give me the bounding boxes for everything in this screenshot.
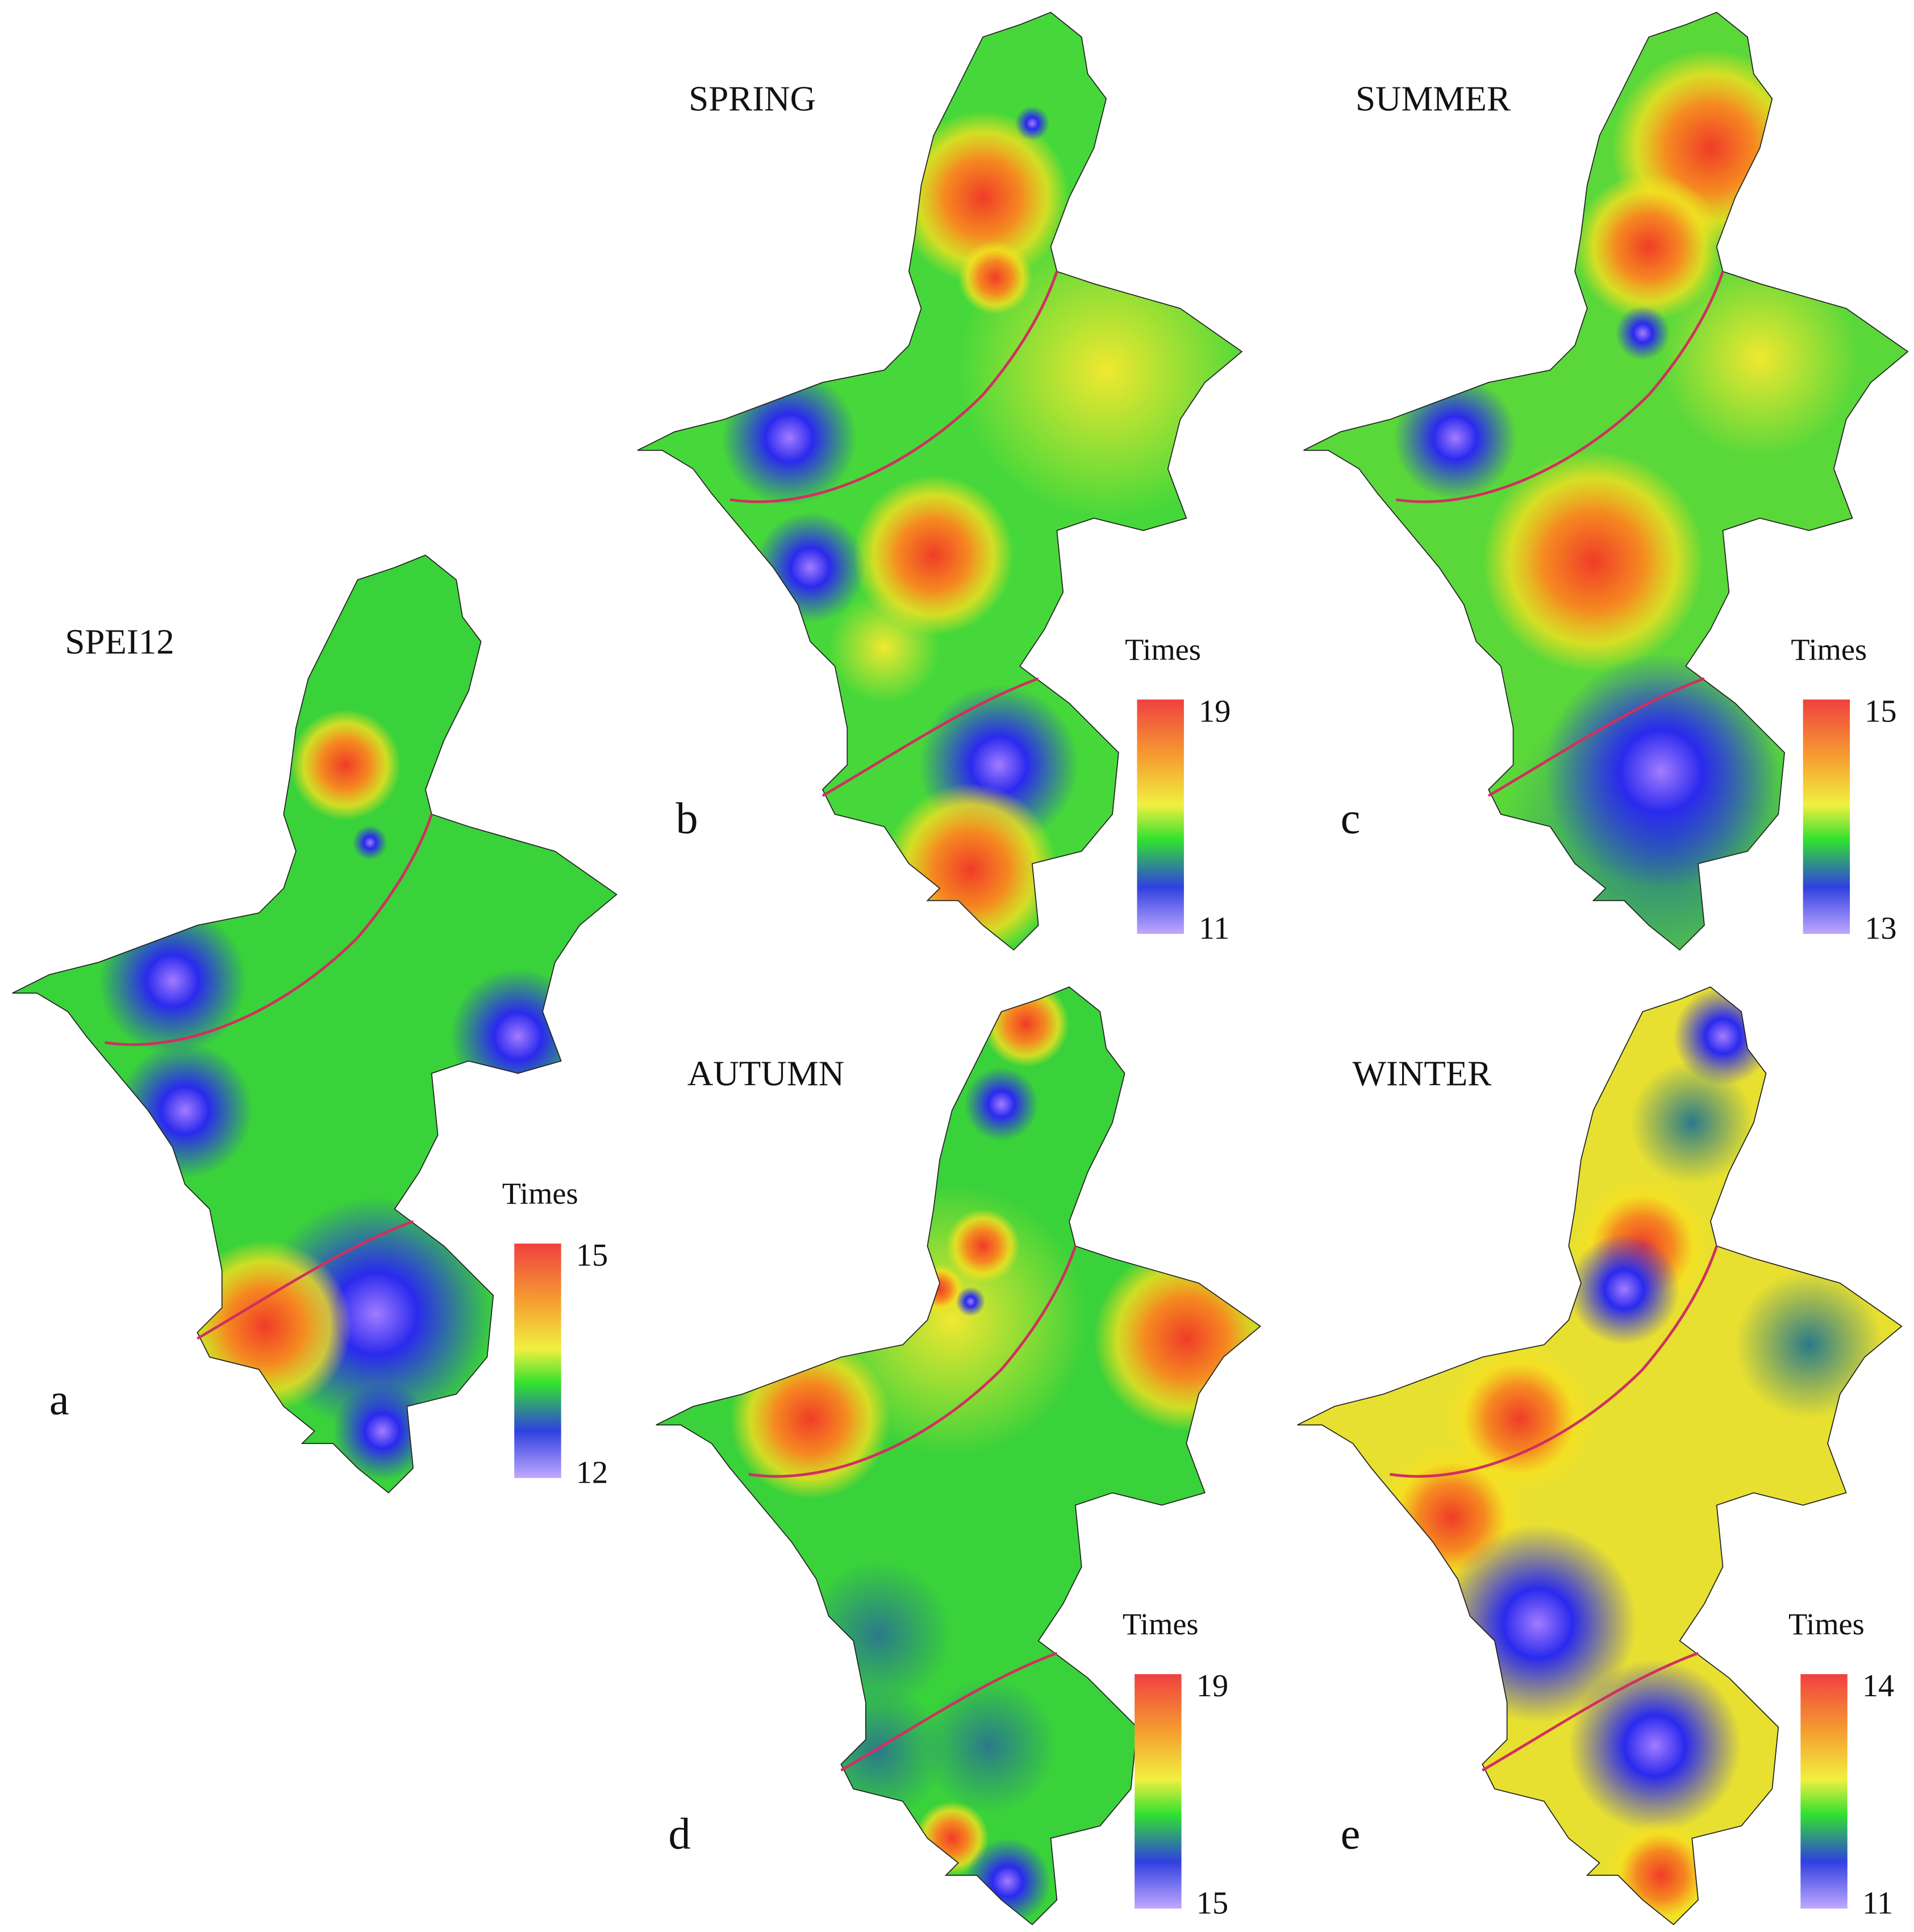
map-blob	[964, 1067, 1039, 1141]
legend-colorbar	[1135, 1674, 1182, 1909]
map-blob	[896, 111, 1070, 284]
legend-max: 19	[1196, 1668, 1228, 1704]
panel-letter: c	[1341, 793, 1361, 842]
panel-title: WINTER	[1353, 1053, 1492, 1093]
panel-title: SPEI12	[65, 621, 174, 661]
map-blob	[1575, 173, 1723, 321]
map-blob	[1569, 1233, 1680, 1345]
map-blob	[1482, 450, 1704, 673]
map-blob	[1569, 1659, 1742, 1833]
zone-boundary	[729, 271, 1058, 503]
map-blob	[1015, 106, 1050, 141]
map-blob	[98, 907, 247, 1055]
legend-colorbar	[514, 1244, 561, 1478]
map-blob	[921, 1678, 1057, 1814]
legend-max: 15	[576, 1238, 608, 1273]
zone-boundary	[1390, 1245, 1718, 1478]
zone-boundary	[822, 677, 1039, 797]
legend-title: Times	[1788, 1607, 1865, 1641]
map-blob	[828, 592, 940, 703]
legend-min: 15	[1196, 1885, 1228, 1921]
panel-letter: b	[676, 793, 698, 842]
zone-boundary	[1395, 271, 1724, 503]
map-panel	[655, 986, 1261, 1926]
map-blob	[964, 1838, 1051, 1925]
legend-colorbar	[1800, 1674, 1848, 1909]
map-blob	[1094, 1246, 1261, 1432]
panel-letter: a	[49, 1374, 69, 1424]
map-blob	[1735, 1270, 1883, 1419]
zone-boundary	[105, 813, 433, 1046]
legend-title: Times	[1125, 632, 1201, 666]
legend-max: 14	[1862, 1668, 1894, 1704]
legend-colorbar	[1803, 699, 1850, 934]
legend-max: 19	[1199, 694, 1231, 729]
legend-min: 11	[1862, 1885, 1893, 1921]
map-blob	[290, 709, 401, 821]
map-blob	[721, 370, 857, 506]
panel-title: SPRING	[689, 79, 816, 119]
map-blob	[1630, 1061, 1754, 1184]
map-blob	[117, 1042, 253, 1179]
map-blob	[178, 1240, 352, 1413]
zone-boundary	[197, 1220, 414, 1340]
map-blob	[956, 1287, 986, 1317]
map-blob	[1393, 376, 1517, 500]
legend-max: 15	[1865, 694, 1896, 729]
map-blob	[1544, 654, 1779, 888]
panel-letter: d	[669, 1809, 691, 1858]
legend-title: Times	[1123, 1607, 1199, 1641]
map-blob	[1661, 259, 1859, 457]
map-blob	[450, 968, 586, 1104]
legend-min: 11	[1199, 911, 1229, 946]
panel-title: SUMMER	[1356, 79, 1511, 119]
map-blob	[333, 1382, 432, 1481]
zone-boundary	[748, 1245, 1077, 1478]
map-blob	[1615, 306, 1670, 361]
map-blob	[958, 240, 1032, 315]
panel-title: AUTUMN	[687, 1053, 844, 1093]
zone-boundary	[1487, 677, 1705, 797]
map-blob	[945, 1209, 1020, 1283]
map-blob	[352, 825, 387, 860]
zone-boundary	[1482, 1651, 1699, 1772]
panel-letter: e	[1341, 1809, 1361, 1858]
legend-title: Times	[1791, 632, 1867, 666]
map-blob	[983, 987, 1070, 1067]
map-blob	[884, 783, 1057, 950]
map-fill	[656, 987, 1261, 1925]
legend-title: Times	[502, 1176, 578, 1211]
legend-colorbar	[1137, 699, 1184, 934]
legend-min: 13	[1865, 911, 1896, 946]
legend-min: 12	[576, 1455, 608, 1490]
zone-boundary	[840, 1651, 1058, 1772]
